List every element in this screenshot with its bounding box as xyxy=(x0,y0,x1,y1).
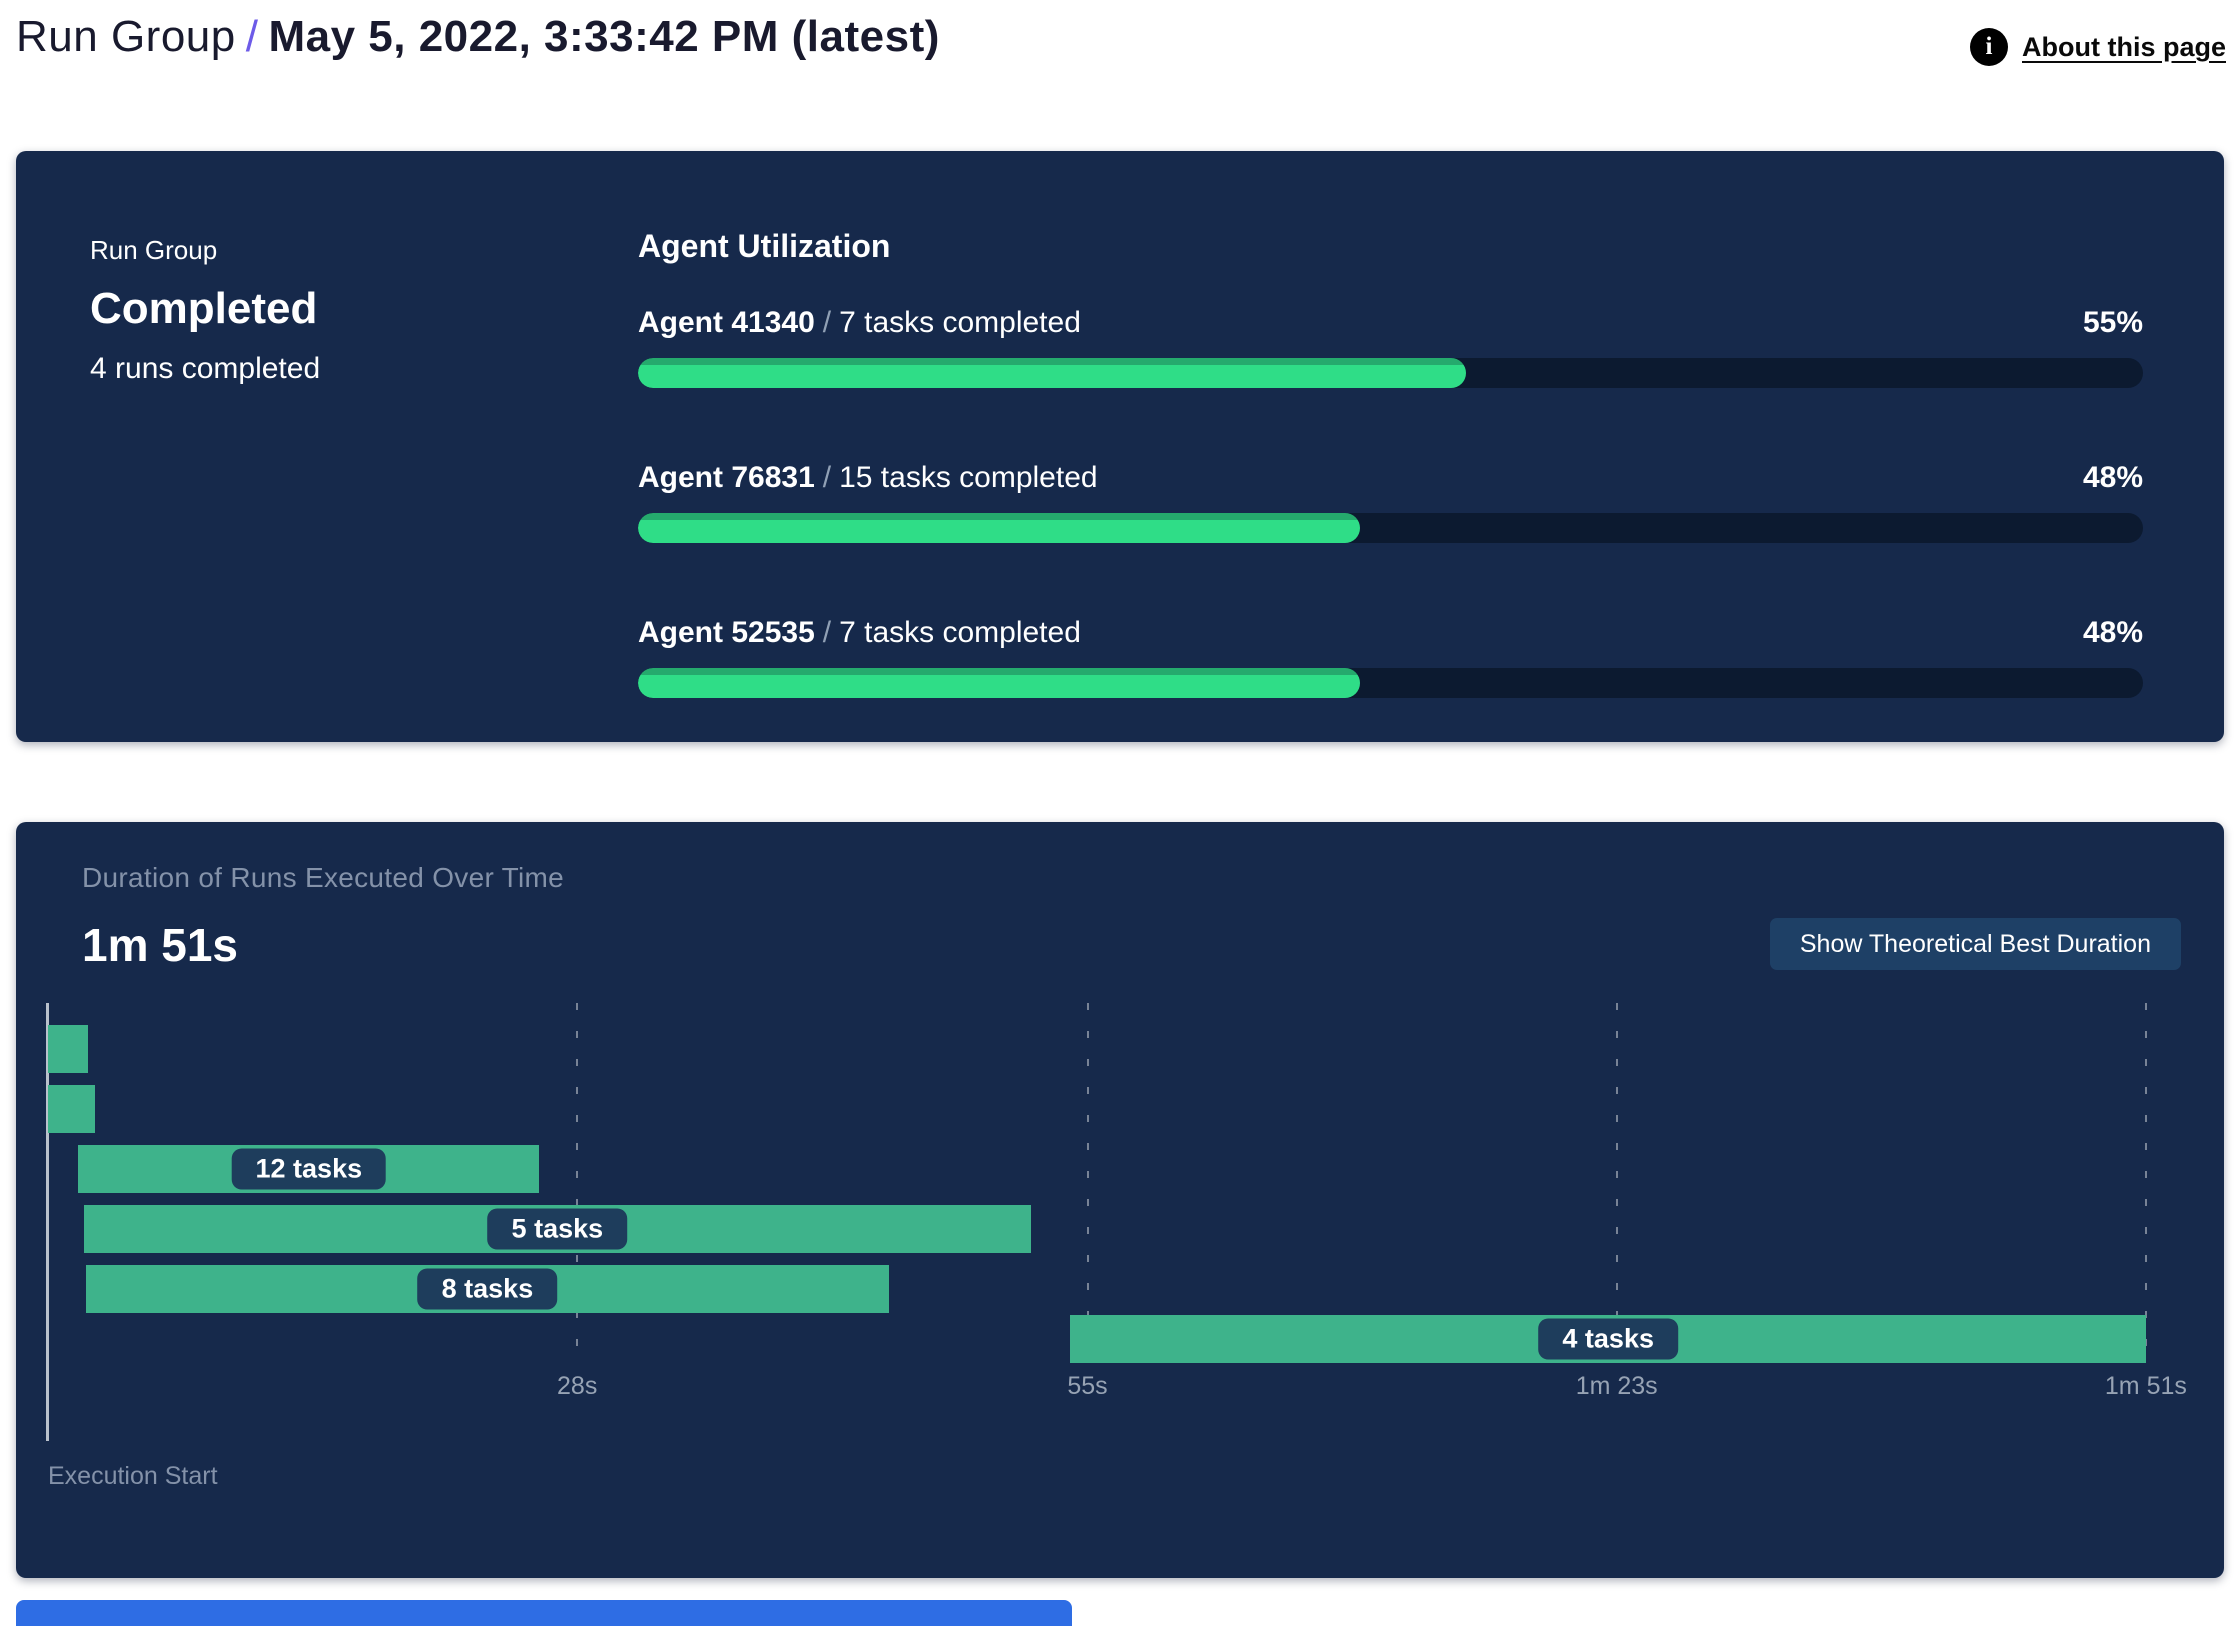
time-gridline xyxy=(576,1003,579,1358)
time-tick-label: 28s xyxy=(557,1372,598,1400)
gantt-chart: 28s 55s 1m 23s 1m 51s 12 tasks 5 tasks 8 tasks… xyxy=(16,822,2224,1578)
info-icon-glyph: i xyxy=(1985,33,1993,60)
agent-label-separator: / xyxy=(822,461,832,494)
run-group-status-block: Run Group Completed 4 runs completed xyxy=(90,235,320,386)
execution-start-axis-line xyxy=(46,1003,49,1441)
agent-utilization-percent: 48% xyxy=(2082,461,2143,494)
agent-utilization-percent: 55% xyxy=(2082,306,2143,339)
gantt-run-bar[interactable]: 8 tasks xyxy=(85,1265,890,1313)
gantt-run-bar[interactable]: 12 tasks xyxy=(78,1145,540,1193)
agent-tasks-completed: 15 tasks completed xyxy=(839,461,1098,494)
time-gridline xyxy=(2144,1003,2147,1358)
task-count-pill: 4 tasks xyxy=(1538,1318,1678,1360)
execution-start-label: Execution Start xyxy=(48,1462,218,1490)
agent-utilization-row: Agent 41340/7 tasks completed 55% xyxy=(638,305,2143,388)
utilization-fill xyxy=(638,358,1466,388)
gantt-run-bar[interactable] xyxy=(48,1085,96,1133)
run-group-status: Completed xyxy=(90,284,318,333)
agent-label-separator: / xyxy=(822,616,832,649)
runs-completed-count: 4 runs completed xyxy=(90,352,321,385)
duration-chart-card: Duration of Runs Executed Over Time 1m 5… xyxy=(16,822,2224,1578)
time-tick-label: 1m 23s xyxy=(1575,1372,1658,1400)
utilization-track xyxy=(638,513,2143,543)
utilization-fill xyxy=(638,668,1361,698)
gantt-run-bar[interactable]: 4 tasks xyxy=(1070,1315,2146,1363)
page-title: Run Group / May 5, 2022, 3:33:42 PM (lates… xyxy=(16,12,940,62)
agent-label-separator: / xyxy=(822,306,832,339)
agent-utilization-row: Agent 76831/15 tasks completed 48% xyxy=(638,460,2143,543)
gantt-run-bar[interactable] xyxy=(48,1025,88,1073)
task-count-pill: 5 tasks xyxy=(487,1208,628,1250)
agent-utilization-percent: 48% xyxy=(2082,616,2143,649)
agent-utilization-title: Agent Utilization xyxy=(638,228,891,264)
breadcrumb-run-group[interactable]: Run Group xyxy=(16,12,236,61)
agent-label: Agent 76831/15 tasks completed xyxy=(638,460,1098,501)
agent-label: Agent 52535/7 tasks completed xyxy=(638,615,1081,656)
breadcrumb-separator: / xyxy=(245,12,259,61)
gantt-run-bar[interactable]: 5 tasks xyxy=(83,1205,1031,1253)
utilization-fill xyxy=(638,513,1361,543)
agent-tasks-completed: 7 tasks completed xyxy=(839,306,1081,339)
utilization-track xyxy=(638,358,2143,388)
about-this-page-label: About this page xyxy=(2022,31,2226,62)
time-tick-label: 1m 51s xyxy=(2104,1372,2187,1400)
time-gridline xyxy=(1615,1003,1618,1358)
utilization-track xyxy=(638,668,2143,698)
run-group-summary-card: Run Group Completed 4 runs completed Age… xyxy=(16,151,2224,742)
run-group-label: Run Group xyxy=(90,235,218,265)
agent-name: Agent 52535 xyxy=(638,616,815,649)
show-theoretical-best-duration-button[interactable]: Show Theoretical Best Duration xyxy=(1769,918,2181,970)
agent-tasks-completed: 7 tasks completed xyxy=(839,616,1081,649)
task-count-pill: 8 tasks xyxy=(417,1268,558,1310)
total-duration-value: 1m 51s xyxy=(82,919,239,971)
about-this-page-link[interactable]: i About this page xyxy=(1970,28,2226,66)
agent-utilization-section: Agent Utilization Agent 41340/7 tasks co… xyxy=(638,228,2143,698)
duration-chart-title: Duration of Runs Executed Over Time xyxy=(82,862,565,893)
agent-name: Agent 41340 xyxy=(638,306,815,339)
next-section-partial-panel xyxy=(16,1600,1072,1626)
agent-label: Agent 41340/7 tasks completed xyxy=(638,305,1081,346)
page-title-date: May 5, 2022, 3:33:42 PM (latest) xyxy=(268,12,940,61)
time-tick-label: 55s xyxy=(1067,1372,1108,1400)
agent-name: Agent 76831 xyxy=(638,461,815,494)
time-gridline xyxy=(1086,1003,1089,1358)
info-icon: i xyxy=(1970,28,2008,66)
page-header: Run Group / May 5, 2022, 3:33:42 PM (lates… xyxy=(0,0,2240,110)
task-count-pill: 12 tasks xyxy=(231,1148,387,1190)
agent-utilization-row: Agent 52535/7 tasks completed 48% xyxy=(638,615,2143,698)
